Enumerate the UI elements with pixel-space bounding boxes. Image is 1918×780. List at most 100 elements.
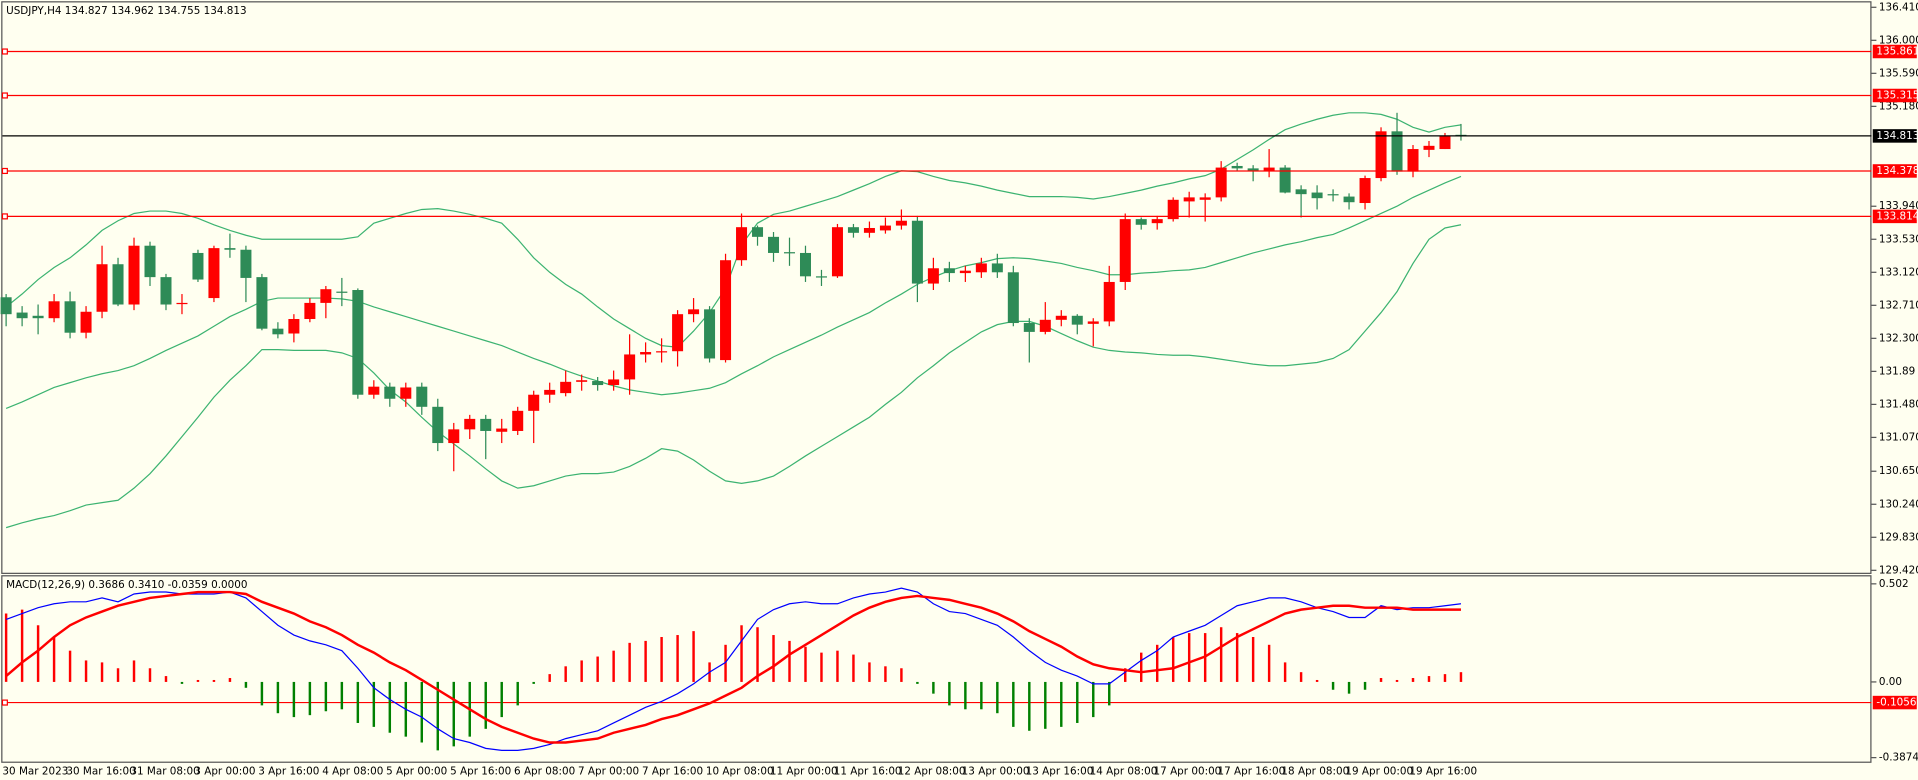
level-handle (1, 699, 8, 706)
y-tick-label: 136.410 (1879, 1, 1918, 13)
candle-body (80, 311, 92, 333)
candle-body (368, 386, 380, 395)
x-tick-label: 12 Apr 08:00 (898, 765, 966, 777)
candle-body (831, 227, 843, 277)
candle-body (1199, 197, 1211, 200)
candle-body (1247, 168, 1259, 171)
candle-body (1215, 167, 1227, 198)
candle-body (1231, 165, 1243, 169)
macd-header: MACD(12,26,9) 0.3686 0.3410 -0.0359 0.00… (6, 579, 247, 591)
candle-body (160, 277, 172, 305)
candle-body (208, 248, 220, 299)
candle-body (352, 290, 364, 395)
candle-body (736, 227, 748, 261)
indicator-line (5, 590, 1461, 744)
candle-body (1055, 315, 1067, 320)
x-tick-label: 13 Apr 00:00 (962, 765, 1030, 777)
x-tick-label: 10 Apr 08:00 (706, 765, 774, 777)
candle-body (895, 220, 907, 226)
candle-body (1311, 192, 1323, 199)
candle-body (656, 351, 668, 353)
y-tick-label: 135.590 (1879, 67, 1918, 79)
x-tick-label: 3 Apr 00:00 (194, 765, 255, 777)
x-tick-label: 7 Apr 00:00 (578, 765, 639, 777)
level-handle (1, 213, 8, 220)
candle-body (1023, 323, 1035, 332)
candle-body (1087, 321, 1099, 324)
candle-body (799, 252, 811, 277)
price-header: USDJPY,H4 134.827 134.962 134.755 134.81… (6, 5, 247, 17)
level-label: 135.861 (1876, 45, 1918, 57)
candle-body (128, 245, 140, 305)
candle-body (416, 386, 428, 407)
candle-body (112, 264, 124, 305)
x-tick-label: 19 Apr 16:00 (1409, 765, 1477, 777)
y-tick-label: 129.420 (1879, 564, 1918, 576)
candle-body (1391, 131, 1403, 172)
level-handle (1, 48, 8, 55)
x-tick-label: 31 Mar 08:00 (130, 765, 199, 777)
candle-body (320, 289, 332, 303)
candle-body (991, 263, 1003, 273)
y-tick-label: 133.530 (1879, 233, 1918, 245)
candle-body (1183, 197, 1195, 202)
candle-body (48, 301, 60, 319)
candle-body (1279, 167, 1291, 193)
candle-body (927, 268, 939, 284)
candle-body (32, 315, 44, 319)
x-tick-label: 5 Apr 16:00 (450, 765, 511, 777)
candle-body (528, 394, 540, 411)
level-label-box (1872, 164, 1917, 178)
y-tick-label: 130.240 (1879, 498, 1918, 510)
x-tick-label: 13 Apr 16:00 (1026, 765, 1094, 777)
level-label: 134.378 (1876, 165, 1918, 177)
x-tick-label: 11 Apr 00:00 (770, 765, 838, 777)
level-label: 133.814 (1876, 210, 1918, 222)
candle-body (1135, 219, 1147, 225)
candle-body (752, 227, 764, 237)
candle-body (288, 319, 300, 334)
y-tick-label: 133.940 (1879, 200, 1918, 212)
x-tick-label: 14 Apr 08:00 (1090, 765, 1158, 777)
y-tick-label: 135.180 (1879, 100, 1918, 112)
y-tick-label: 132.710 (1879, 299, 1918, 311)
y-tick-label: 0.502 (1879, 578, 1909, 590)
candle-body (464, 418, 476, 430)
candle-body (224, 248, 236, 250)
level-label-box (1872, 209, 1917, 224)
y-tick-label: 132.300 (1879, 332, 1918, 344)
level-handle (1, 167, 8, 175)
x-tick-label: 3 Apr 16:00 (258, 765, 319, 777)
price-panel (1, 1, 1872, 574)
y-tick-label: 133.120 (1879, 266, 1918, 278)
candle-body (1327, 194, 1339, 196)
candle-body (176, 302, 188, 305)
candle-body (336, 291, 348, 293)
x-tick-label: 11 Apr 16:00 (834, 765, 902, 777)
candle-body (608, 379, 620, 386)
candle-body (256, 277, 268, 329)
indicator-line (5, 224, 1462, 529)
candle-body (959, 270, 971, 274)
candle-body (496, 428, 508, 432)
candle-body (592, 381, 604, 386)
x-tick-label: 30 Mar 2023 (2, 765, 68, 777)
candle-body (943, 268, 955, 274)
candle-body (1103, 281, 1115, 322)
candle-body (1375, 131, 1387, 179)
candle-body (911, 220, 923, 284)
level-handle (1, 92, 8, 99)
y-tick-label: 0.00 (1879, 676, 1902, 688)
candle-body (272, 328, 284, 335)
candle-body (560, 381, 572, 394)
candle-body (192, 252, 204, 280)
level-label-box (1872, 44, 1917, 59)
macd-panel (1, 575, 1872, 763)
candle-body (672, 314, 684, 352)
candle-body (1359, 178, 1371, 204)
candle-body (1167, 199, 1179, 220)
candle-body (688, 309, 700, 315)
candle-body (448, 429, 460, 444)
